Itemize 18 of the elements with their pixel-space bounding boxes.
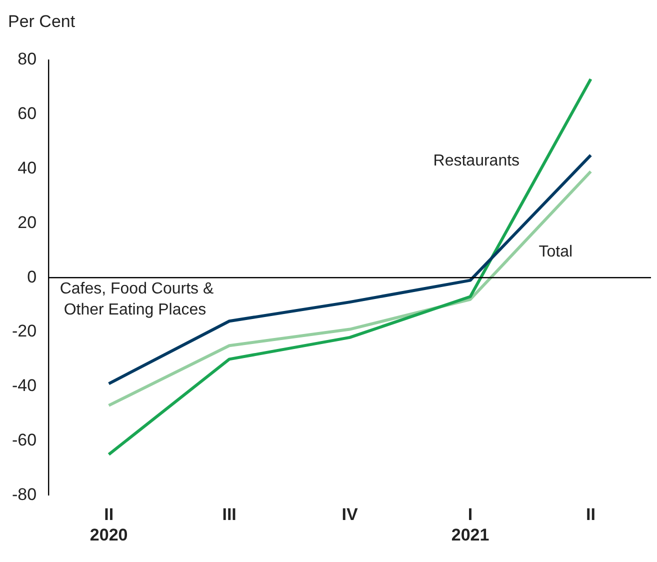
y-tick-label: -80	[12, 484, 37, 504]
y-tick-label: -40	[12, 376, 37, 396]
y-tick-label: 60	[18, 104, 37, 124]
x-tick-label: IV	[342, 505, 358, 524]
y-tick-label: 20	[18, 212, 37, 232]
y-tick-label: 0	[27, 267, 37, 286]
x-tick-label: II 2020	[90, 505, 128, 544]
series-label: Total	[538, 244, 573, 261]
x-tick-label: III	[222, 505, 236, 524]
y-tick-label: -20	[12, 322, 37, 341]
y-tick-label: 80	[18, 50, 37, 69]
series-label: Cafes, Food Courts & Other Eating Places	[60, 280, 214, 319]
x-tick-label: II	[586, 505, 596, 524]
y-axis-title: Per Cent	[8, 12, 76, 31]
y-tick-label: 40	[18, 158, 37, 178]
x-tick-label: I 2021	[451, 505, 490, 544]
series-label: Restaurants	[433, 152, 520, 170]
y-tick-label: -60	[12, 430, 37, 450]
